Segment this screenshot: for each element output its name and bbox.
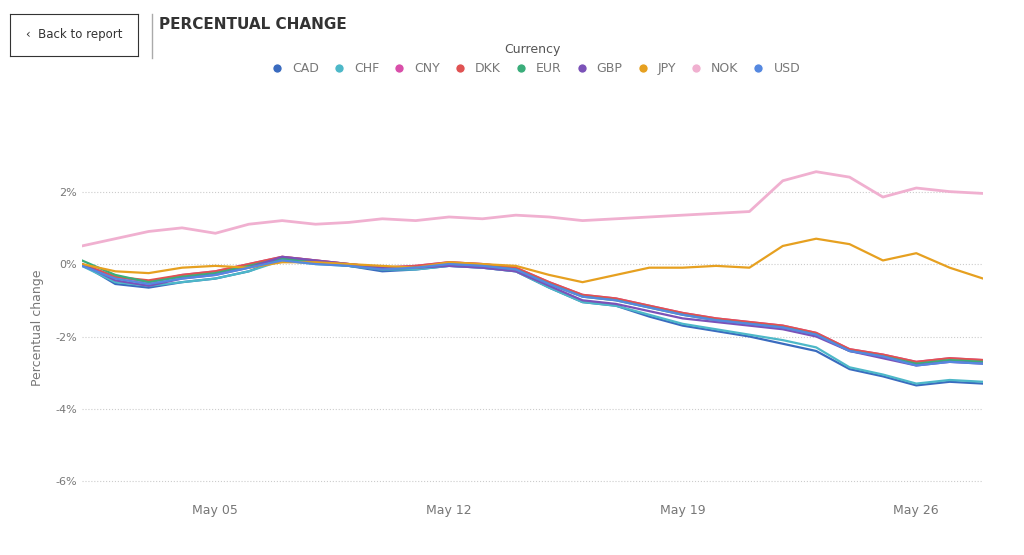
Y-axis label: Percentual change: Percentual change xyxy=(31,269,44,386)
Text: ‹  Back to report: ‹ Back to report xyxy=(26,28,123,41)
Legend: CAD, CHF, CNY, DKK, EUR, GBP, JPY, NOK, USD: CAD, CHF, CNY, DKK, EUR, GBP, JPY, NOK, … xyxy=(260,38,805,80)
Text: PERCENTUAL CHANGE: PERCENTUAL CHANGE xyxy=(159,17,346,33)
